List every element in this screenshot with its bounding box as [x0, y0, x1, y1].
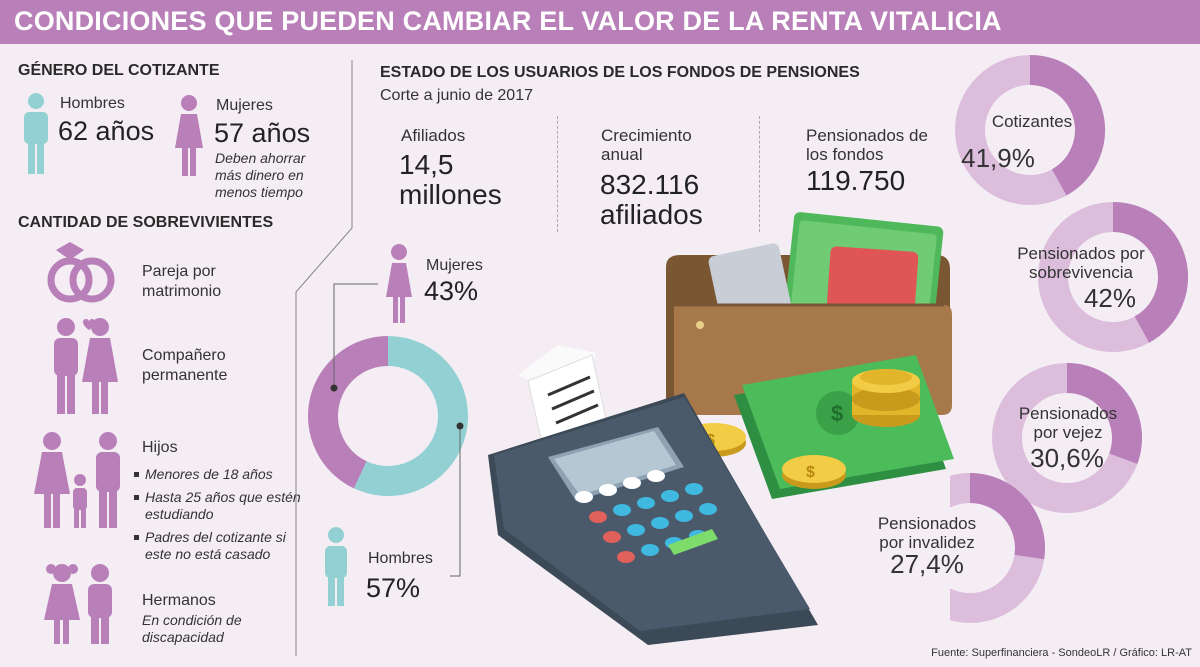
pos-key [699, 503, 717, 515]
pos-terminal-icon [488, 345, 818, 645]
pos-key [685, 483, 703, 495]
estado-subheading: Corte a junio de 2017 [380, 87, 533, 104]
mujeres-connector-dot [330, 384, 338, 392]
gender-donut-chart [308, 283, 468, 577]
crecimiento-label: Crecimiento anual [601, 126, 692, 164]
coins-icon: $ $ [682, 369, 920, 489]
sobrevivientes-heading: CANTIDAD DE SOBREVIVIENTES [18, 214, 274, 231]
wallet-pos-illustration: $ $ $ [488, 212, 954, 645]
estado-heading: ESTADO DE LOS USUARIOS DE LOS FONDOS DE … [380, 64, 860, 81]
pos-key [575, 491, 593, 503]
pos-key [647, 470, 665, 482]
gender-donut [308, 336, 468, 496]
man-icon [24, 93, 48, 174]
pos-key [641, 544, 659, 556]
donut-mujeres-label: Mujeres [426, 257, 483, 274]
page-title: CONDICIONES QUE PUEDEN CAMBIAR EL VALOR … [14, 6, 1002, 36]
donut-hombres-value: 57% [366, 573, 421, 603]
stat-divider [557, 116, 558, 232]
hijos-item: Padres del cotizante si este no está cas… [134, 529, 314, 563]
crecimiento-value: 832.116 afiliados [600, 169, 703, 230]
ring-value-invalidez: 27,4% [890, 549, 964, 579]
donut-mujeres-value: 43% [424, 276, 479, 306]
svg-text:$: $ [831, 401, 843, 426]
hombres-connector [450, 426, 461, 577]
ring-fill-sobrevivencia [1112, 202, 1188, 343]
svg-text:$: $ [806, 464, 815, 481]
afiliados-label: Afiliados [401, 126, 466, 145]
genero-heading: GÉNERO DEL COTIZANTE [18, 62, 220, 79]
pos-key [627, 524, 645, 536]
pos-key [651, 517, 669, 529]
man-icon [325, 527, 347, 606]
hijos-item: Hasta 25 años que estén estudiando [134, 489, 314, 523]
pos-key [661, 490, 679, 502]
hermanos-label: Hermanos [142, 592, 216, 609]
header-bar: CONDICIONES QUE PUEDEN CAMBIAR EL VALOR … [0, 0, 1200, 44]
hombres-connector-dot [456, 422, 464, 430]
ring-label-sobrevivencia: Pensionados por sobrevivencia [1017, 244, 1145, 282]
hombres-age: 62 años [58, 116, 155, 146]
ring-label-cotizantes: Cotizantes [991, 112, 1073, 131]
pareja-label: Pareja por matrimonio [142, 263, 222, 300]
donut-hombres-label: Hombres [368, 550, 433, 567]
pos-key [589, 511, 607, 523]
mujeres-label: Mujeres [216, 97, 273, 114]
hombres-label: Hombres [60, 95, 125, 112]
hijos-list: Menores de 18 años Hasta 25 años que est… [134, 466, 314, 569]
source-credit: Fuente: Superfinanciera - SondeoLR / Grá… [931, 647, 1192, 659]
ring-charts [950, 55, 1188, 623]
hijos-label: Hijos [142, 439, 178, 456]
pos-key [599, 484, 617, 496]
woman-icon [175, 95, 203, 176]
mujeres-connector [333, 283, 378, 388]
ring-label-invalidez: Pensionados por invalidez [877, 514, 977, 552]
ring-value-sobrevivencia: 42% [1083, 283, 1137, 313]
ring-group [950, 55, 1188, 623]
pos-key [603, 531, 621, 543]
pos-key [613, 504, 631, 516]
pos-key [637, 497, 655, 509]
afiliados-value: 14,5 millones [399, 149, 502, 210]
rings-icon [47, 242, 115, 303]
ring-fill-vejez [1066, 363, 1142, 464]
ring-fill-invalidez [969, 473, 1045, 560]
hijos-item: Menores de 18 años [134, 466, 314, 483]
donut-slice-mujeres [308, 336, 389, 489]
ring-value-cotizantes: 41,9% [961, 143, 1035, 173]
woman-icon [386, 244, 412, 323]
siblings-icon [44, 564, 112, 644]
pos-key [623, 477, 641, 489]
donut-slice-hombres [353, 336, 468, 496]
ring-value-vejez: 30,6% [1030, 443, 1104, 473]
companero-label: Compañero permanente [142, 347, 228, 384]
mujeres-note: Deben ahorrar más dinero en menos tiempo [215, 150, 306, 200]
mujeres-age: 57 años [214, 118, 311, 148]
family-icon [34, 432, 120, 528]
ring-label-vejez: Pensionados por vejez [1018, 404, 1118, 442]
pos-key [675, 510, 693, 522]
pensionados-label: Pensionados de los fondos [806, 126, 928, 164]
hermanos-note: En condición de discapacidad [142, 612, 242, 645]
couple-icon [54, 318, 118, 414]
pensionados-value: 119.750 [806, 165, 906, 196]
pos-key [617, 551, 635, 563]
stat-divider [759, 116, 760, 232]
section-separator [295, 60, 353, 656]
ring-fill-cotizantes [1029, 55, 1105, 196]
